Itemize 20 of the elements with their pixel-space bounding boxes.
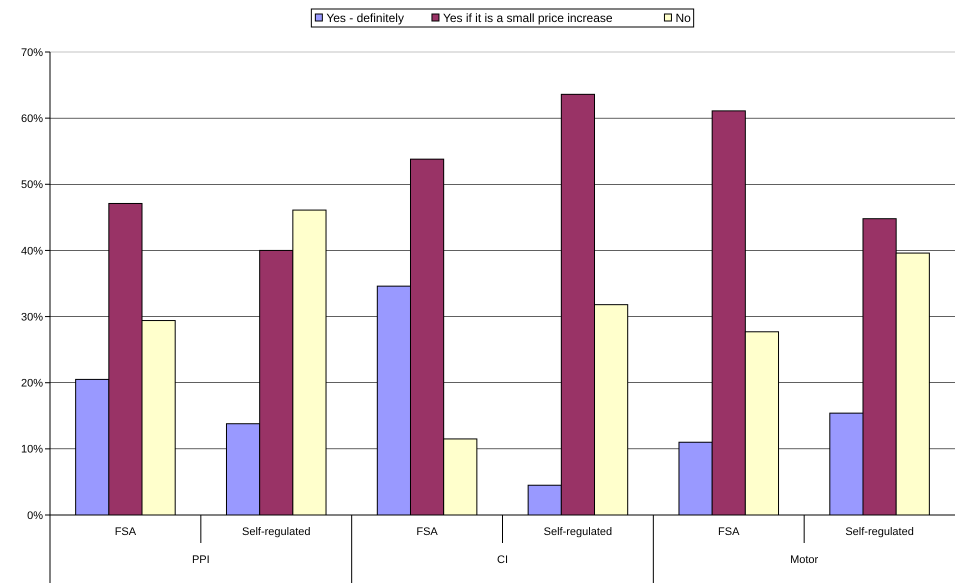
x-tick-label: Self-regulated [544,526,612,538]
y-tick-label: 0% [27,510,44,522]
y-tick-label: 30% [20,311,44,324]
legend-label: Yes - definitely [326,11,404,26]
y-tick-label: 50% [20,179,44,192]
legend-label: Yes if it is a small price increase [442,11,613,26]
y-tick-label: 70% [20,46,44,59]
x-tick-label: FSA [416,526,438,538]
x-tick-label: FSA [114,526,137,538]
y-tick-label: 60% [20,112,44,125]
text: CI [497,554,508,566]
y-tick-label: 20% [20,378,44,390]
y-tick-label: 40% [20,245,44,258]
text: PPI [192,554,210,566]
y-tick-label: 10% [20,444,44,456]
x-tick-label: Self-regulated [845,526,914,538]
x-tick-label: Self-regulated [242,526,310,538]
x-tick-label: FSA [718,526,740,538]
legend-label: No [675,11,692,26]
text: Motor [790,554,819,566]
